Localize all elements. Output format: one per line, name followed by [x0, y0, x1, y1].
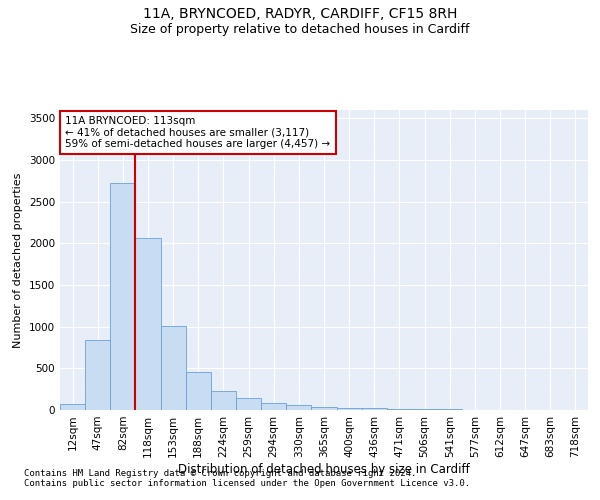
- Bar: [85, 340, 110, 410]
- Bar: [186, 372, 211, 410]
- Text: Contains HM Land Registry data © Crown copyright and database right 2024.: Contains HM Land Registry data © Crown c…: [24, 468, 416, 477]
- Bar: [387, 409, 412, 410]
- Bar: [362, 408, 387, 410]
- Y-axis label: Number of detached properties: Number of detached properties: [13, 172, 23, 348]
- Text: 11A, BRYNCOED, RADYR, CARDIFF, CF15 8RH: 11A, BRYNCOED, RADYR, CARDIFF, CF15 8RH: [143, 8, 457, 22]
- Text: 11A BRYNCOED: 113sqm
← 41% of detached houses are smaller (3,117)
59% of semi-de: 11A BRYNCOED: 113sqm ← 41% of detached h…: [65, 116, 331, 149]
- Bar: [236, 398, 261, 410]
- Bar: [337, 408, 362, 410]
- Bar: [286, 406, 311, 410]
- Text: Size of property relative to detached houses in Cardiff: Size of property relative to detached ho…: [130, 22, 470, 36]
- Bar: [161, 326, 186, 410]
- Bar: [261, 402, 286, 410]
- Bar: [412, 409, 437, 410]
- Bar: [211, 391, 236, 410]
- Bar: [60, 404, 85, 410]
- Bar: [136, 238, 161, 410]
- X-axis label: Distribution of detached houses by size in Cardiff: Distribution of detached houses by size …: [178, 462, 470, 475]
- Text: Contains public sector information licensed under the Open Government Licence v3: Contains public sector information licen…: [24, 478, 470, 488]
- Bar: [110, 184, 136, 410]
- Bar: [311, 406, 337, 410]
